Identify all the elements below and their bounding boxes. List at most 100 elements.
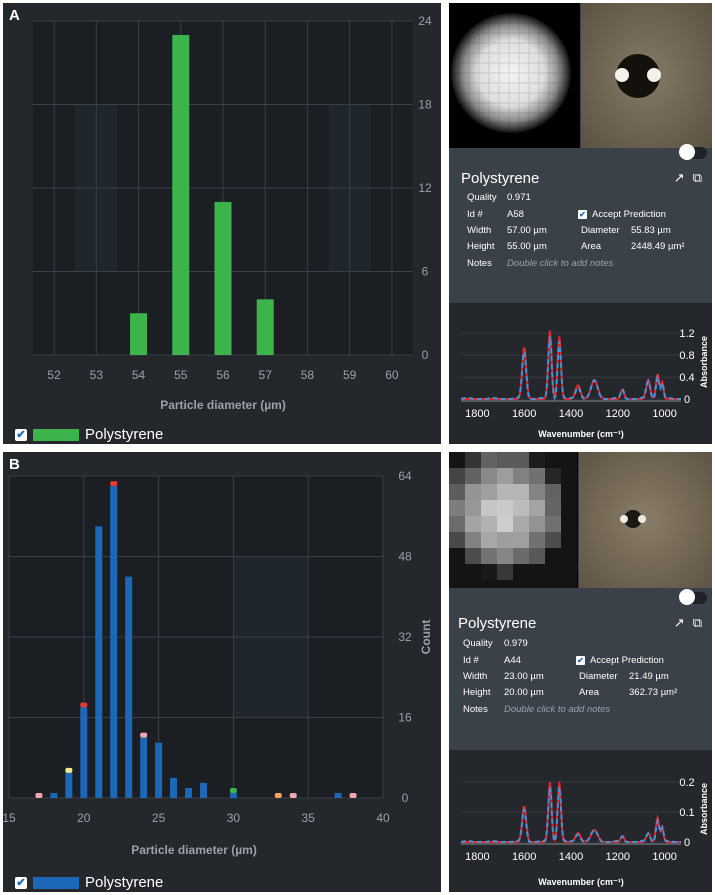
accept-checkbox[interactable]: ✔ <box>576 656 585 665</box>
histogram-bar[interactable] <box>50 792 58 798</box>
spectrum-chart-a: 1800 1600 1400 1200 1000 0 0.4 0.8 1.2 Wavenumber… <box>460 328 709 439</box>
ir-pixel <box>497 452 513 468</box>
histogram-bar[interactable] <box>256 299 274 355</box>
histogram-bar[interactable] <box>125 576 133 798</box>
histogram-bar[interactable] <box>130 313 148 355</box>
y-tick-label: 24 <box>418 14 432 28</box>
view-toggle[interactable] <box>679 589 707 605</box>
y-tick-label: 32 <box>398 630 412 644</box>
ir-pixel <box>545 500 561 516</box>
ir-pixel <box>481 452 497 468</box>
x-tick-label: 53 <box>90 368 104 382</box>
notes-field[interactable]: Double click to add notes <box>507 258 614 269</box>
area-label: Area <box>579 687 600 698</box>
expand-arrow-icon[interactable]: ↗ <box>673 615 685 630</box>
width-value: 23.00 µm <box>504 671 544 682</box>
bar-top-marker <box>80 702 88 708</box>
ir-pixel <box>529 532 545 548</box>
bar-top-marker <box>229 787 237 793</box>
ir-pixel <box>481 484 497 500</box>
width-label: Width <box>463 671 488 682</box>
height-value: 55.00 µm <box>507 241 547 252</box>
legend[interactable]: ✔ Polystyrene <box>15 874 163 891</box>
x-tick-label: 1000 <box>652 851 676 863</box>
y-tick-label: 48 <box>398 550 412 564</box>
legend-label: Polystyrene <box>85 426 164 443</box>
ir-pixel <box>449 500 465 516</box>
x-axis-label: Particle diameter (µm) <box>160 398 286 412</box>
ir-pixel <box>497 468 513 484</box>
width-label: Width <box>467 225 492 236</box>
ir-pixel <box>529 564 545 580</box>
ir-pixel <box>513 564 529 580</box>
histogram-bar[interactable] <box>110 486 118 798</box>
panel-letter: A <box>9 7 20 24</box>
ir-pixel <box>449 532 465 548</box>
ir-pixel <box>481 548 497 564</box>
histogram-bar[interactable] <box>334 792 342 798</box>
ir-pixel <box>497 580 513 588</box>
ir-pixel <box>465 484 481 500</box>
x-tick-label: 52 <box>47 368 61 382</box>
view-toggle[interactable] <box>679 144 707 160</box>
quality-value: 0.971 <box>507 192 531 203</box>
y-tick-label: 0.8 <box>679 350 694 362</box>
x-tick-label: 56 <box>216 368 230 382</box>
id-label: Id # <box>467 209 483 220</box>
particle-ir-image <box>449 452 578 588</box>
histogram-bar[interactable] <box>214 201 232 355</box>
x-tick-label: 15 <box>3 811 16 825</box>
x-tick-label: 1400 <box>559 408 583 420</box>
x-tick-label: 54 <box>132 368 146 382</box>
accept-prediction[interactable]: ✔ Accept Prediction <box>576 655 664 666</box>
y-axis-label: Absorbance <box>699 783 709 835</box>
x-tick-label: 1200 <box>606 408 630 420</box>
x-tick-label: 59 <box>343 368 357 382</box>
ir-pixel <box>561 564 577 580</box>
ir-pixel <box>545 516 561 532</box>
histogram-bar[interactable] <box>140 737 148 798</box>
x-tick-label: 58 <box>301 368 315 382</box>
histogram-bar[interactable] <box>80 707 88 798</box>
ir-pixel <box>561 452 577 468</box>
notes-field[interactable]: Double click to add notes <box>504 704 611 715</box>
accept-checkbox[interactable]: ✔ <box>578 210 587 219</box>
histogram-bar[interactable] <box>229 792 237 798</box>
histogram-bar[interactable] <box>155 742 163 798</box>
histogram-bar[interactable] <box>172 34 190 356</box>
area-label: Area <box>581 241 602 252</box>
ir-pixel <box>545 468 561 484</box>
open-external-icon[interactable]: ⧉ <box>692 615 702 630</box>
accept-prediction[interactable]: ✔ Accept Prediction <box>578 209 666 220</box>
x-tick-label: 30 <box>227 811 241 825</box>
y-tick-label: 1.2 <box>679 328 694 340</box>
ir-pixel <box>529 580 545 588</box>
bar-top-marker <box>349 793 357 798</box>
particle-optical-image <box>579 452 712 588</box>
ir-pixel <box>513 580 529 588</box>
histogram-bar[interactable] <box>170 777 178 798</box>
x-tick-label: 1200 <box>606 851 630 863</box>
legend-checkbox[interactable]: ✔ <box>15 876 27 889</box>
bar-top-marker <box>289 793 297 798</box>
expand-arrow-icon[interactable]: ↗ <box>673 170 685 185</box>
histogram-bar[interactable] <box>65 772 73 798</box>
particle-title: Polystyrene <box>461 170 540 187</box>
diameter-value: 55.83 µm <box>631 225 671 236</box>
histogram-bar[interactable] <box>199 782 207 798</box>
quality-label: Quality <box>467 192 497 203</box>
histogram-bar[interactable] <box>185 787 193 798</box>
open-external-icon[interactable]: ⧉ <box>692 170 702 185</box>
ir-pixel <box>513 548 529 564</box>
ir-pixel <box>513 516 529 532</box>
toggle-knob <box>679 144 695 160</box>
ir-pixel <box>449 564 465 580</box>
ir-image-svg <box>449 452 578 588</box>
legend[interactable]: ✔ Polystyrene <box>15 426 163 443</box>
ir-pixel <box>449 484 465 500</box>
reference-spectrum-line <box>461 330 681 400</box>
spectrum-panel-a: 1800 1600 1400 1200 1000 0 0.4 0.8 1.2 Wavenumber… <box>449 303 712 444</box>
histogram-bar[interactable] <box>95 526 103 798</box>
legend-checkbox[interactable]: ✔ <box>15 428 27 441</box>
ir-pixel <box>497 516 513 532</box>
